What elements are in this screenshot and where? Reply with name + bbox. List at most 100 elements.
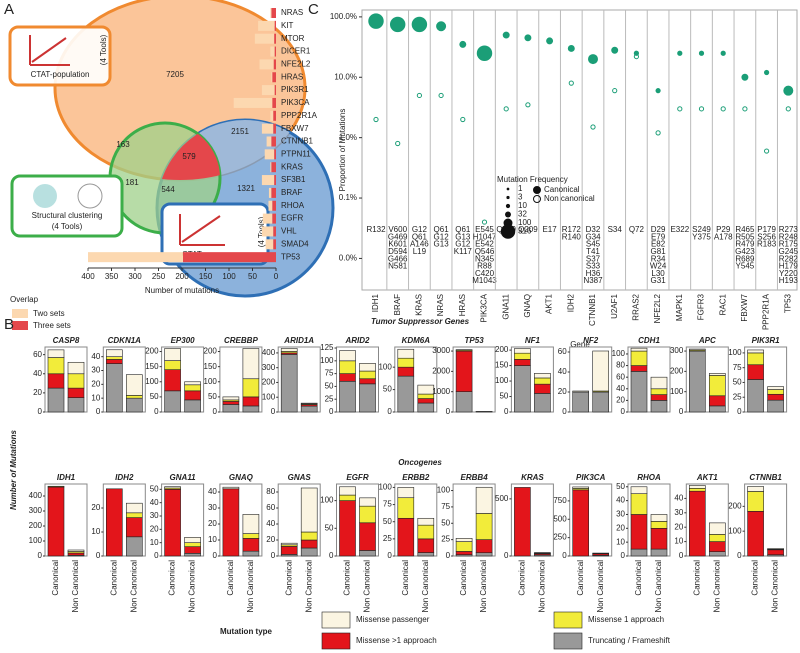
x-tick-label: GNA11 bbox=[501, 293, 510, 319]
y-tick-label: 100 bbox=[29, 536, 43, 545]
bar-segment bbox=[747, 352, 764, 366]
y-tick-label: 10 bbox=[91, 393, 100, 402]
mutation-label: G245 bbox=[779, 247, 799, 256]
mutation-label: P29 bbox=[716, 225, 731, 234]
bar-segment bbox=[270, 110, 274, 121]
y-tick-label: 50 bbox=[150, 484, 159, 493]
mutation-label: R34 bbox=[651, 254, 666, 263]
mutation-label: G469 bbox=[388, 232, 408, 241]
y-tick-label: 60 bbox=[558, 347, 567, 356]
mutation-label: K601 bbox=[388, 240, 407, 249]
y-tick-label: 100 bbox=[495, 376, 509, 385]
mutation-label: S45 bbox=[586, 240, 601, 249]
bar-segment bbox=[650, 521, 668, 529]
bar-segment bbox=[261, 123, 274, 134]
x-tick-label: KRAS bbox=[415, 294, 424, 316]
bar-segment bbox=[708, 534, 726, 542]
bar-segment bbox=[271, 72, 273, 83]
size-legend-dot bbox=[506, 195, 510, 200]
bar-segment bbox=[67, 397, 85, 413]
dot bbox=[525, 102, 531, 108]
mutation-label: R175 bbox=[779, 240, 799, 249]
bar-segment bbox=[514, 359, 531, 366]
y-tick-label: 500 bbox=[495, 494, 509, 503]
bar-segment bbox=[47, 387, 65, 413]
gene-title: TP53 bbox=[465, 336, 485, 345]
bar-segment bbox=[67, 361, 85, 375]
size-legend-label: 1 bbox=[518, 184, 523, 193]
y-tick-label: 40 bbox=[674, 494, 683, 503]
dot bbox=[590, 124, 596, 130]
bar-segment bbox=[708, 395, 726, 407]
plot-frame bbox=[361, 9, 798, 291]
bar-segment bbox=[708, 373, 726, 376]
mutation-label: A178 bbox=[714, 232, 733, 241]
icon bbox=[77, 183, 103, 209]
category-label: SF3B1 bbox=[281, 175, 306, 184]
mutation-label: G13 bbox=[434, 240, 450, 249]
y-tick-label: 40 bbox=[150, 498, 159, 507]
bar-segment bbox=[126, 374, 143, 396]
bar-segment bbox=[359, 378, 376, 385]
bar-segment bbox=[339, 486, 356, 496]
dot bbox=[503, 106, 509, 112]
y-tick-label: 50 bbox=[499, 392, 508, 401]
size-legend-dot bbox=[506, 187, 510, 191]
dot bbox=[742, 106, 748, 112]
bar-segment bbox=[417, 517, 435, 526]
category-label: NFE2L2 bbox=[281, 60, 311, 69]
bar-segment bbox=[126, 512, 143, 518]
mutation-label: Q61 bbox=[434, 225, 450, 234]
bar-segment bbox=[272, 97, 276, 108]
x-tick-label: 50 bbox=[248, 272, 257, 281]
y-tick-label: 200 bbox=[495, 345, 509, 354]
x-tick-label: Canonical bbox=[751, 560, 760, 596]
bar-segment bbox=[222, 404, 240, 413]
dot bbox=[481, 219, 488, 225]
y-tick-label: 150 bbox=[145, 362, 159, 371]
x-tick-label: 300 bbox=[128, 272, 142, 281]
set-tools: (4 Tools) bbox=[52, 222, 83, 231]
bar-segment bbox=[534, 383, 551, 394]
bar-segment bbox=[417, 524, 435, 540]
bar-segment bbox=[222, 486, 240, 490]
bar-segment bbox=[747, 486, 764, 492]
bar-segment bbox=[417, 402, 435, 413]
y-tick-label: 60 bbox=[616, 372, 625, 381]
x-tick-label: Non Canonical bbox=[596, 560, 605, 613]
dot bbox=[612, 88, 618, 94]
bar-segment bbox=[259, 59, 274, 70]
y-tick-label: 75 bbox=[441, 502, 450, 511]
legend-swatch bbox=[553, 611, 583, 629]
bar-segment bbox=[106, 488, 123, 557]
bar-segment bbox=[242, 405, 260, 413]
bar-segment bbox=[592, 391, 610, 413]
bar-segment bbox=[630, 350, 648, 366]
bar-segment bbox=[455, 350, 473, 392]
bar-segment bbox=[475, 513, 493, 540]
dot bbox=[395, 140, 401, 147]
gene-title: GNAQ bbox=[229, 473, 254, 482]
y-tick-label: 20 bbox=[616, 523, 625, 532]
gene-title: AKT1 bbox=[696, 473, 718, 482]
bar-segment bbox=[650, 376, 668, 390]
y-tick-label: 2000 bbox=[432, 366, 450, 375]
bar-segment bbox=[300, 402, 318, 405]
mutation-label: T41 bbox=[586, 247, 600, 256]
bar-segment bbox=[767, 549, 784, 556]
x-tick-label: PIK3CA bbox=[480, 293, 489, 322]
bar-segment bbox=[650, 548, 668, 557]
y-tick-label: 0 bbox=[387, 551, 392, 560]
bar-segment bbox=[274, 85, 276, 96]
x-tick-label: Canonical bbox=[518, 560, 527, 596]
bar-segment bbox=[397, 487, 415, 499]
x-tick-label: Canonical bbox=[168, 560, 177, 596]
size-legend-dot bbox=[505, 203, 511, 209]
x-tick-label: Non Canonical bbox=[654, 560, 663, 613]
panel-frame bbox=[627, 346, 671, 413]
y-tick-label: 0.1% bbox=[339, 193, 357, 202]
region-count: 2151 bbox=[231, 127, 249, 136]
x-tick-label: Non Canonical bbox=[771, 560, 780, 613]
mutation-label: G81 bbox=[651, 247, 667, 256]
